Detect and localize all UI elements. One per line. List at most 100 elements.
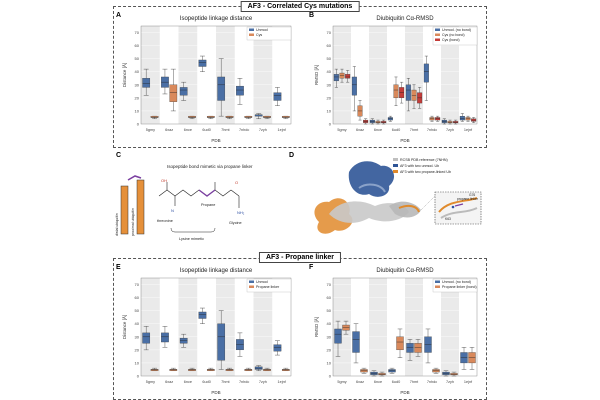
chart-f-band: [405, 278, 423, 376]
chart-b-xtick: 5gmy: [337, 128, 346, 132]
chart-a-band: [141, 26, 160, 124]
chart-f-xtick: 5gmy: [337, 380, 346, 384]
chart-e-xtick: 6xaz: [165, 380, 173, 384]
chart-f-box: [352, 331, 360, 353]
chart-a-legend-label: Cys: [256, 33, 262, 37]
chart-f-band: [369, 278, 387, 376]
chart-b-box: [423, 63, 429, 83]
chart-b-xtick: 6ud0: [392, 128, 400, 132]
chart-f-ytick: 40: [327, 321, 332, 326]
chart-f-ytick: 30: [327, 334, 332, 339]
chart-f-ytick: 20: [327, 347, 332, 352]
oh-atom: OH: [161, 178, 167, 183]
chart-e-legend: [246, 278, 292, 293]
chart-panel-b: Diubiquitin Cα-RMSD 0 10 20 30 40 50 60 70 RMSD […: [313, 16, 478, 143]
chart-e-legend-label: Propane linker: [256, 285, 280, 289]
n-atom: N: [171, 208, 174, 213]
chart-f-box: [396, 336, 404, 351]
chart-a-ytick: 50: [135, 56, 140, 61]
section-top-title: AF3 - Correlated Cys mutations: [240, 1, 360, 12]
lysine-label: Lysine mimetic: [179, 237, 204, 241]
chart-f-box: [406, 343, 414, 353]
o-atom: O: [235, 180, 238, 185]
panel-letter-d: D: [289, 152, 295, 159]
structure-legend: RCSB PDB reference (7NHN) AF3 with two u…: [393, 158, 451, 174]
chart-e-box: [142, 332, 151, 344]
chart-a-xtick: 1ejnf: [278, 128, 287, 132]
chart-a-box: [236, 85, 244, 96]
chart-f-xtick: 7zyh: [446, 380, 454, 384]
chart-f-ylabel: RMSD [Å]: [313, 317, 319, 337]
chart-b-box: [333, 74, 339, 82]
chart-e-box: [198, 311, 207, 319]
chart-a-xtick: 6ud0: [202, 128, 210, 132]
chart-f-xtick: 6ud0: [392, 380, 400, 384]
chart-f-band: [333, 278, 351, 376]
panel-c-schematic: Isopeptide bond mimetic via propane link…: [115, 164, 253, 241]
chart-f-xtick: 6nce: [374, 380, 382, 384]
chart-b-ytick: 70: [327, 30, 332, 35]
chart-a-box: [198, 59, 207, 67]
chart-e-xlabel: PDB: [211, 390, 220, 395]
chart-f-ytick: 60: [327, 295, 332, 300]
chart-panel-e: Isopeptide linkage distance 0 10 20 30 40 50 60…: [121, 268, 292, 395]
chart-b-xtick: 1ejnf: [464, 128, 473, 132]
chart-a-xlabel: PDB: [211, 138, 220, 143]
chart-b-ytick: 50: [327, 56, 332, 61]
chart-b-xtick: 6nce: [374, 128, 382, 132]
chart-e-ytick: 30: [135, 334, 140, 339]
section-bottom-title: AF3 - Propane linker: [258, 252, 342, 263]
chart-a-ylabel: Distance [Å]: [121, 63, 127, 87]
chart-e-ylabel: Distance [Å]: [121, 315, 127, 339]
glycine-label: Glycine: [229, 221, 242, 225]
inset-label-k63: K63: [445, 217, 451, 221]
chart-b-xtick: 7nhdc: [427, 128, 437, 132]
chart-a-legend-swatch: [249, 33, 254, 36]
distal-label: distal ubiquitin: [115, 213, 119, 236]
chart-b-box: [459, 116, 465, 121]
chart-e-box: [161, 332, 169, 343]
chart-a-ytick: 60: [135, 43, 140, 48]
chart-a-ytick: 10: [135, 108, 140, 113]
chart-f-legend-label: Unmod. (no bond): [442, 280, 471, 284]
chart-e-ytick: 0: [137, 374, 140, 379]
figure: AF3 - Correlated Cys mutations AF3 - Pro…: [111, 0, 489, 400]
chart-e-ytick: 50: [135, 308, 140, 313]
threonine-label: threonine: [157, 219, 173, 223]
chart-panel-a: Isopeptide linkage distance 0 10 20 30 40 50 60…: [121, 16, 292, 143]
chart-a-title: Isopeptide linkage distance: [180, 16, 253, 22]
chart-b-legend-swatch: [435, 33, 440, 36]
chart-b-legend-swatch: [435, 28, 440, 31]
chart-f-axes: [332, 277, 478, 377]
inset-connector: [420, 195, 436, 211]
chart-e-ytick: 20: [135, 347, 140, 352]
chart-a-legend-label: Unmod: [256, 28, 268, 32]
chart-e-ytick: 10: [135, 360, 140, 365]
chart-f-band: [441, 278, 459, 376]
chart-a-ytick: 0: [137, 122, 140, 127]
chart-b-band: [405, 26, 423, 124]
chart-a-ytick: 20: [135, 95, 140, 100]
skeletal-formula: [158, 182, 240, 208]
chart-e-xtick: 5gmy: [146, 380, 155, 384]
panel-c-title: Isopeptide bond mimetic via propane link…: [167, 164, 253, 169]
chart-a-xtick: 6nce: [184, 128, 192, 132]
panel-letter-b: B: [309, 12, 315, 19]
lysine-brace: [170, 227, 216, 233]
chart-a-ytick: 40: [135, 69, 140, 74]
inset-content: [438, 197, 478, 219]
chart-f-xtick: 6xaz: [356, 380, 364, 384]
chart-e-xtick: 7zyh: [259, 380, 267, 384]
chart-b-box: [345, 74, 351, 79]
chart-f-ytick: 50: [327, 308, 332, 313]
chart-e-legend-swatch: [249, 285, 254, 288]
chart-a-ytick: 70: [135, 30, 140, 35]
chart-b-legend-label: Cys (bond): [442, 38, 460, 42]
chart-b-xtick: 7zyh: [446, 128, 454, 132]
chart-e-xtick: 1ejnf: [278, 380, 287, 384]
chart-b-box: [393, 84, 399, 99]
chart-e-ytick: 60: [135, 295, 140, 300]
chart-a-band: [216, 26, 235, 124]
chart-b-band: [441, 26, 459, 124]
chart-e-band: [253, 278, 273, 376]
